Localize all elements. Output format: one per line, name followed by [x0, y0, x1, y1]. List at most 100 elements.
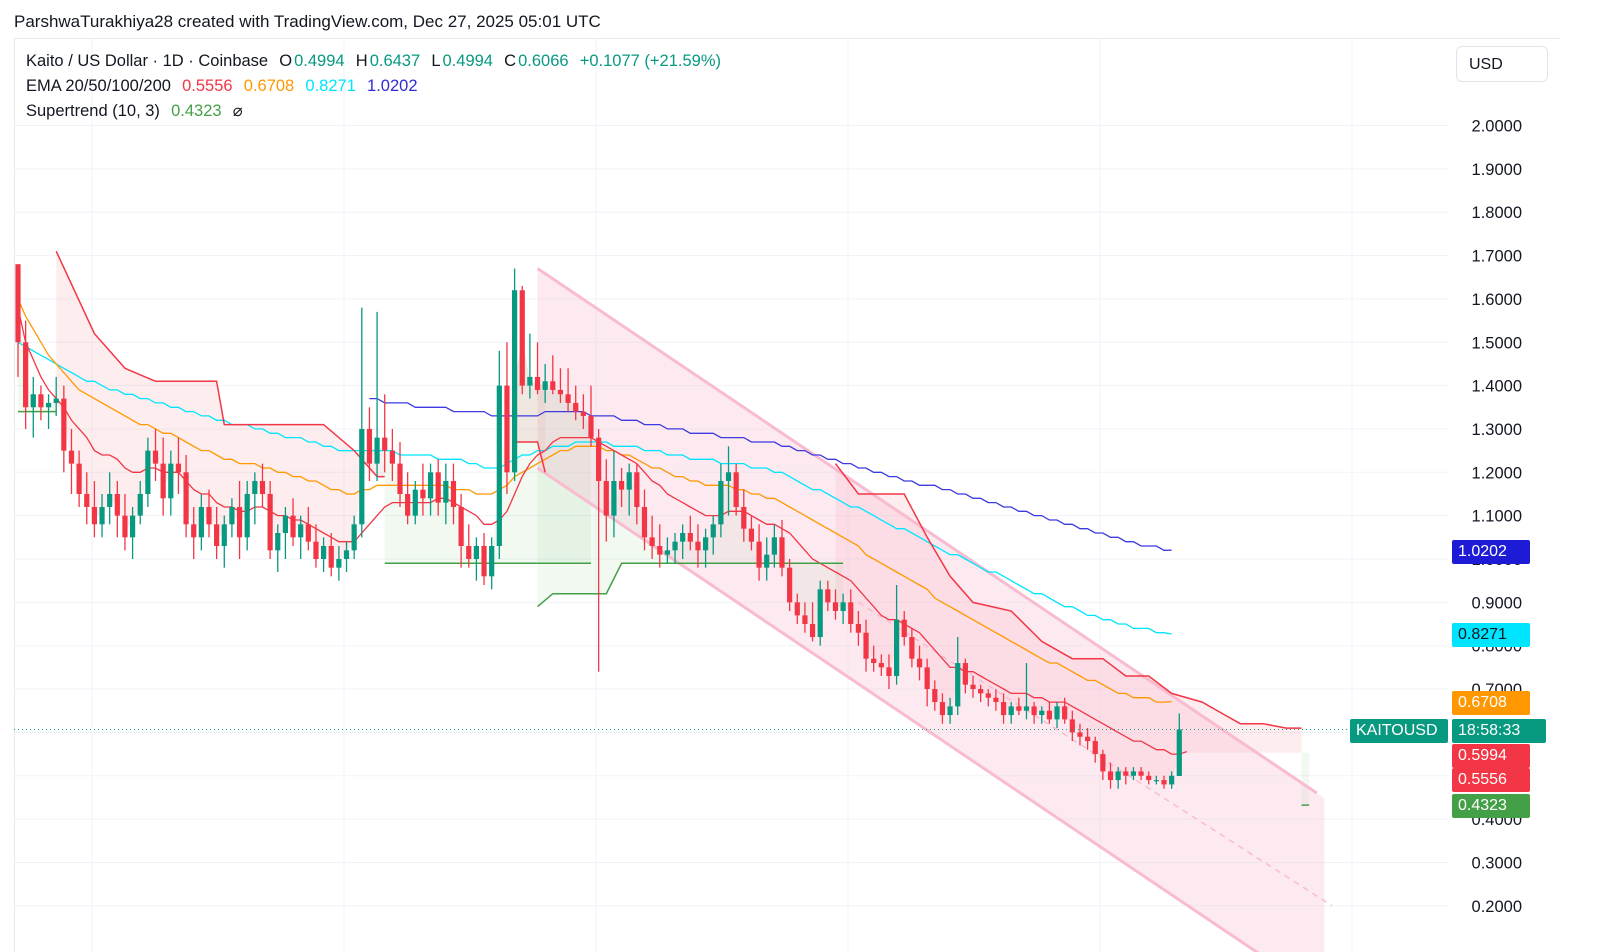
candle-body: [1146, 775, 1152, 781]
candle: [321, 537, 327, 573]
candle: [1176, 713, 1182, 777]
supertrend-value: 0.4323: [171, 102, 222, 120]
currency-button[interactable]: USD: [1456, 46, 1548, 82]
candle-body: [1153, 780, 1159, 782]
candle: [565, 368, 571, 412]
candle: [1054, 702, 1060, 729]
candle-body: [366, 428, 373, 464]
candle: [145, 437, 151, 507]
candle: [473, 537, 479, 581]
candle-body: [206, 506, 212, 525]
supertrend-line: [18, 250, 1310, 806]
candle: [1100, 749, 1106, 781]
candle: [405, 472, 411, 525]
upper-band-badge: 0.5994: [1452, 744, 1530, 768]
candle: [603, 459, 609, 542]
candle: [832, 589, 839, 620]
candle-body: [1031, 706, 1037, 716]
candle: [970, 676, 976, 698]
candle-body: [359, 428, 365, 525]
candle: [1107, 762, 1114, 789]
candle-body: [978, 689, 984, 694]
candle-body: [328, 545, 334, 568]
y-tick-label: 1.3000: [1472, 421, 1522, 439]
candle: [122, 493, 128, 551]
candle: [657, 524, 663, 568]
candle-body: [626, 472, 632, 490]
candle-body: [1039, 710, 1045, 716]
legend-ohlc: Kaito / US Dollar · 1D · Coinbase O 0.499…: [26, 52, 723, 71]
candle-body: [840, 602, 846, 612]
legend-ema[interactable]: EMA 20/50/100/200 0.5556 0.6708 0.8271 1…: [26, 77, 420, 96]
candle-body: [1000, 702, 1007, 716]
candle: [267, 480, 273, 559]
candle-body: [725, 472, 732, 481]
candle: [496, 350, 502, 559]
candle-body: [588, 415, 594, 438]
candle-body: [916, 658, 923, 668]
candle-body: [894, 619, 900, 677]
high-label: H: [355, 52, 368, 70]
candle-body: [664, 550, 670, 555]
candle: [1077, 723, 1083, 746]
candle-body: [15, 264, 21, 343]
open-value: 0.4994: [294, 52, 345, 70]
y-tick-label: 1.7000: [1472, 248, 1522, 266]
candle-body: [168, 463, 174, 499]
supertrend-badge: 0.4323: [1452, 794, 1530, 818]
candle-body: [183, 472, 189, 525]
candle: [1062, 697, 1068, 724]
candle: [53, 376, 59, 416]
high-value: 0.6437: [369, 52, 421, 70]
candle: [993, 689, 999, 711]
candle-body: [145, 450, 151, 494]
open-label: O: [279, 52, 293, 70]
candle: [374, 311, 380, 481]
legend-supertrend[interactable]: Supertrend (10, 3) 0.4323 ⌀: [26, 101, 245, 121]
candle: [1023, 663, 1030, 720]
candle-body: [99, 506, 105, 525]
candle-body: [657, 545, 663, 555]
candle-body: [91, 506, 97, 525]
candle-body: [1100, 754, 1106, 772]
candle-body: [45, 402, 52, 408]
candle: [397, 441, 403, 507]
candle: [550, 355, 556, 395]
candle-body: [718, 480, 724, 525]
candle: [1046, 702, 1052, 724]
candle-body: [275, 532, 281, 551]
candle-body: [351, 524, 357, 551]
candle: [366, 407, 373, 481]
candle: [259, 463, 266, 507]
candle: [359, 307, 365, 538]
candle: [91, 480, 97, 538]
candle-body: [443, 480, 449, 503]
candle-body: [985, 693, 991, 698]
candle: [343, 541, 350, 573]
candle: [771, 524, 777, 568]
candle-body: [244, 493, 250, 538]
candle: [725, 446, 732, 516]
candle-body: [1062, 706, 1068, 720]
candle: [840, 593, 846, 625]
candle: [886, 654, 892, 690]
candle: [1130, 767, 1137, 781]
candle-body: [130, 515, 136, 538]
candle: [718, 463, 724, 538]
ema200-badge: 1.0202: [1452, 540, 1530, 564]
candle: [580, 394, 586, 429]
close-value: 0.6066: [518, 52, 569, 70]
candle-body: [1023, 706, 1030, 711]
candle-body: [527, 376, 533, 386]
candle-body: [175, 463, 182, 473]
candle: [809, 602, 816, 642]
candle: [137, 480, 143, 525]
candle: [168, 450, 174, 516]
y-tick-label: 1.5000: [1472, 334, 1522, 352]
countdown-badge: 18:58:33: [1452, 719, 1546, 743]
candle: [198, 493, 204, 551]
symbol-label: Kaito / US Dollar · 1D · Coinbase: [26, 52, 269, 70]
candle-body: [1077, 732, 1083, 737]
ema100-line: [17, 341, 1172, 635]
